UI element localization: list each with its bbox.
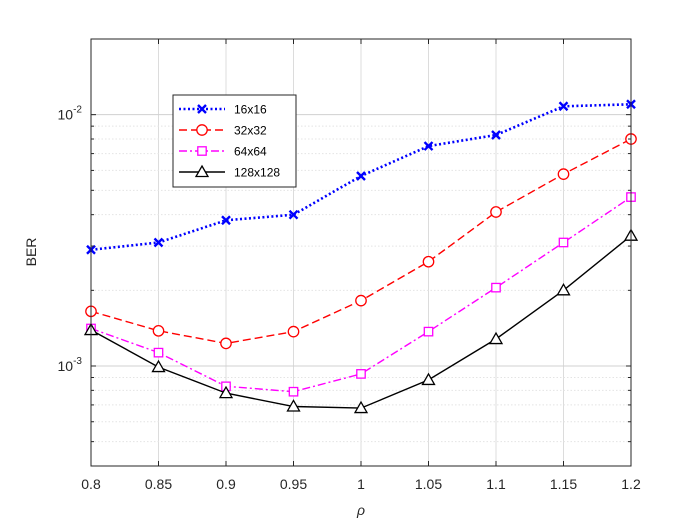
x-tick-label: 1.05 bbox=[415, 476, 442, 492]
x-tick-label: 0.95 bbox=[280, 476, 307, 492]
y-tick-label: 10-3 bbox=[58, 356, 83, 374]
data-point bbox=[288, 209, 299, 220]
legend-marker bbox=[197, 146, 207, 156]
legend-entry: 128x128 bbox=[179, 164, 280, 180]
series-128x128 bbox=[83, 228, 639, 414]
data-point bbox=[151, 359, 166, 373]
x-tick-label: 0.8 bbox=[81, 476, 101, 492]
x-axis-label: ρ bbox=[356, 502, 365, 518]
data-point bbox=[288, 386, 299, 397]
data-point bbox=[286, 399, 301, 412]
data-point bbox=[356, 171, 366, 181]
x-tick-label: 1.1 bbox=[486, 476, 506, 492]
data-point bbox=[421, 372, 436, 386]
data-point bbox=[356, 369, 366, 379]
data-point bbox=[423, 326, 434, 337]
legend-entry: 64x64 bbox=[179, 145, 267, 159]
series-group bbox=[83, 99, 639, 414]
legend-marker bbox=[196, 124, 208, 136]
data-point bbox=[355, 294, 367, 307]
data-point bbox=[221, 215, 231, 226]
data-point bbox=[152, 324, 165, 337]
legend-label: 32x32 bbox=[234, 124, 267, 138]
data-point bbox=[491, 130, 501, 140]
x-tick-label: 1.15 bbox=[550, 476, 577, 492]
data-point bbox=[287, 325, 300, 338]
legend-label: 128x128 bbox=[234, 166, 280, 180]
data-point bbox=[423, 141, 434, 151]
legend: 16x16 32x32 64x64 128x128 bbox=[172, 94, 297, 188]
legend-label: 16x16 bbox=[234, 103, 267, 117]
x-tick-label: 1.2 bbox=[621, 476, 641, 492]
legend-entry: 32x32 bbox=[179, 124, 267, 138]
data-point bbox=[558, 237, 569, 248]
data-point bbox=[220, 337, 232, 350]
legend-label: 64x64 bbox=[234, 145, 267, 159]
data-point bbox=[490, 206, 502, 218]
y-axis: 10-2 10-3 bbox=[58, 38, 631, 467]
y-axis-label: BER bbox=[23, 238, 39, 267]
data-point bbox=[558, 101, 569, 112]
x-tick-label: 0.85 bbox=[145, 476, 172, 492]
data-point bbox=[153, 347, 164, 358]
legend-marker bbox=[197, 104, 207, 114]
x-tick-label: 0.9 bbox=[216, 476, 236, 492]
data-point bbox=[153, 237, 164, 248]
data-point bbox=[488, 331, 504, 345]
series-16x16 bbox=[86, 99, 636, 255]
legend-marker bbox=[194, 164, 210, 178]
data-point bbox=[557, 168, 570, 180]
x-axis: 0.8 0.85 0.9 0.95 1 1.05 1.1 1.15 1.2 bbox=[81, 39, 641, 492]
data-point bbox=[353, 400, 369, 414]
data-point bbox=[491, 282, 501, 293]
data-point bbox=[422, 255, 435, 268]
data-point bbox=[556, 283, 571, 296]
y-tick-label: 10-2 bbox=[58, 105, 83, 123]
legend-entry: 16x16 bbox=[179, 103, 267, 117]
data-point bbox=[218, 385, 234, 399]
x-tick-label: 1 bbox=[357, 476, 365, 492]
